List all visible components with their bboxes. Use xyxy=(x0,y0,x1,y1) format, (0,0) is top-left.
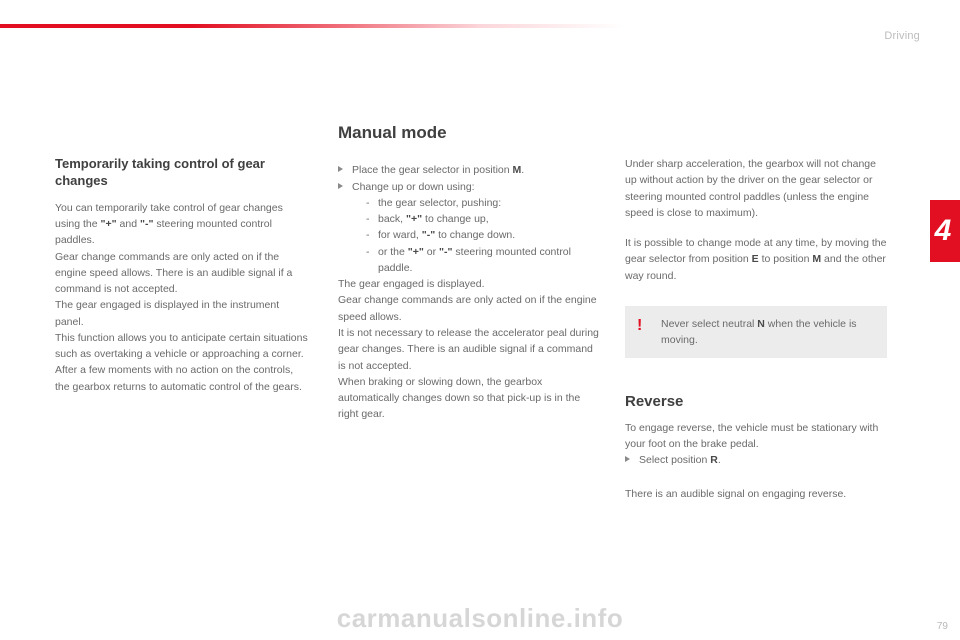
text: and xyxy=(117,218,140,230)
col2-para-3: It is not necessary to release the accel… xyxy=(338,325,600,374)
column-1: Temporarily taking control of gear chang… xyxy=(55,156,310,395)
warning-callout: ! Never select neutral N when the vehicl… xyxy=(625,306,887,359)
minus-symbol: "-" xyxy=(439,246,452,258)
sub-list: the gear selector, pushing: back, "+" to… xyxy=(352,195,600,276)
heading-manual-mode: Manual mode xyxy=(338,120,600,146)
list-item: Select position R. xyxy=(625,452,887,468)
column-3: Under sharp acceleration, the gearbox wi… xyxy=(625,156,887,503)
text: or the xyxy=(378,246,408,258)
list-item: Place the gear selector in position M. xyxy=(338,162,600,178)
plus-symbol: "+" xyxy=(101,218,117,230)
minus-symbol: "-" xyxy=(140,218,153,230)
col1-para-2: Gear change commands are only acted on i… xyxy=(55,249,310,298)
text: or xyxy=(424,246,439,258)
position-e: E xyxy=(752,253,759,265)
col2-para-4: When braking or slowing down, the gearbo… xyxy=(338,374,600,423)
list-item: the gear selector, pushing: xyxy=(366,195,600,211)
list-item: for ward, "-" to change down. xyxy=(366,227,600,243)
col1-para-5: After a few moments with no action on th… xyxy=(55,362,310,395)
col1-para-3: The gear engaged is displayed in the ins… xyxy=(55,297,310,330)
heading-reverse: Reverse xyxy=(625,390,887,413)
list-item: Change up or down using: the gear select… xyxy=(338,179,600,277)
col1-para-4: This function allows you to anticipate c… xyxy=(55,330,310,363)
page-number: 79 xyxy=(937,621,948,632)
text: Select position xyxy=(639,454,710,466)
list-item: back, "+" to change up, xyxy=(366,211,600,227)
col2-para-2: Gear change commands are only acted on i… xyxy=(338,292,600,325)
reverse-para-2: There is an audible signal on engaging r… xyxy=(625,486,887,502)
text: Never select neutral xyxy=(661,318,757,330)
col3-para-1: Under sharp acceleration, the gearbox wi… xyxy=(625,156,887,221)
minus-symbol: "-" xyxy=(422,229,435,241)
watermark: carmanualsonline.info xyxy=(0,603,960,634)
text: to change down. xyxy=(435,229,515,241)
warning-icon: ! xyxy=(637,314,642,339)
column-2: Manual mode Place the gear selector in p… xyxy=(338,120,600,423)
position-r: R xyxy=(710,454,718,466)
chapter-badge: 4 xyxy=(930,200,960,262)
text: Change up or down using: xyxy=(352,181,475,193)
text: . xyxy=(718,454,721,466)
section-label: Driving xyxy=(884,30,920,42)
position-m: M xyxy=(513,164,522,176)
text: to change up, xyxy=(422,213,489,225)
text: . xyxy=(521,164,524,176)
reverse-list: Select position R. xyxy=(625,452,887,468)
col1-para-1: You can temporarily take control of gear… xyxy=(55,200,310,249)
header-accent-bar xyxy=(0,24,960,28)
text: to position xyxy=(759,253,813,265)
plus-symbol: "+" xyxy=(408,246,424,258)
text: Place the gear selector in position xyxy=(352,164,513,176)
list-item: or the "+" or "-" steering mounted contr… xyxy=(366,244,600,277)
position-m: M xyxy=(812,253,821,265)
instruction-list: Place the gear selector in position M. C… xyxy=(338,162,600,276)
position-n: N xyxy=(757,318,765,330)
heading-temporary-control: Temporarily taking control of gear chang… xyxy=(55,156,310,190)
reverse-para-1: To engage reverse, the vehicle must be s… xyxy=(625,420,887,453)
col2-para-1: The gear engaged is displayed. xyxy=(338,276,600,292)
text: back, xyxy=(378,213,406,225)
plus-symbol: "+" xyxy=(406,213,422,225)
text: for ward, xyxy=(378,229,422,241)
col3-para-2: It is possible to change mode at any tim… xyxy=(625,235,887,284)
